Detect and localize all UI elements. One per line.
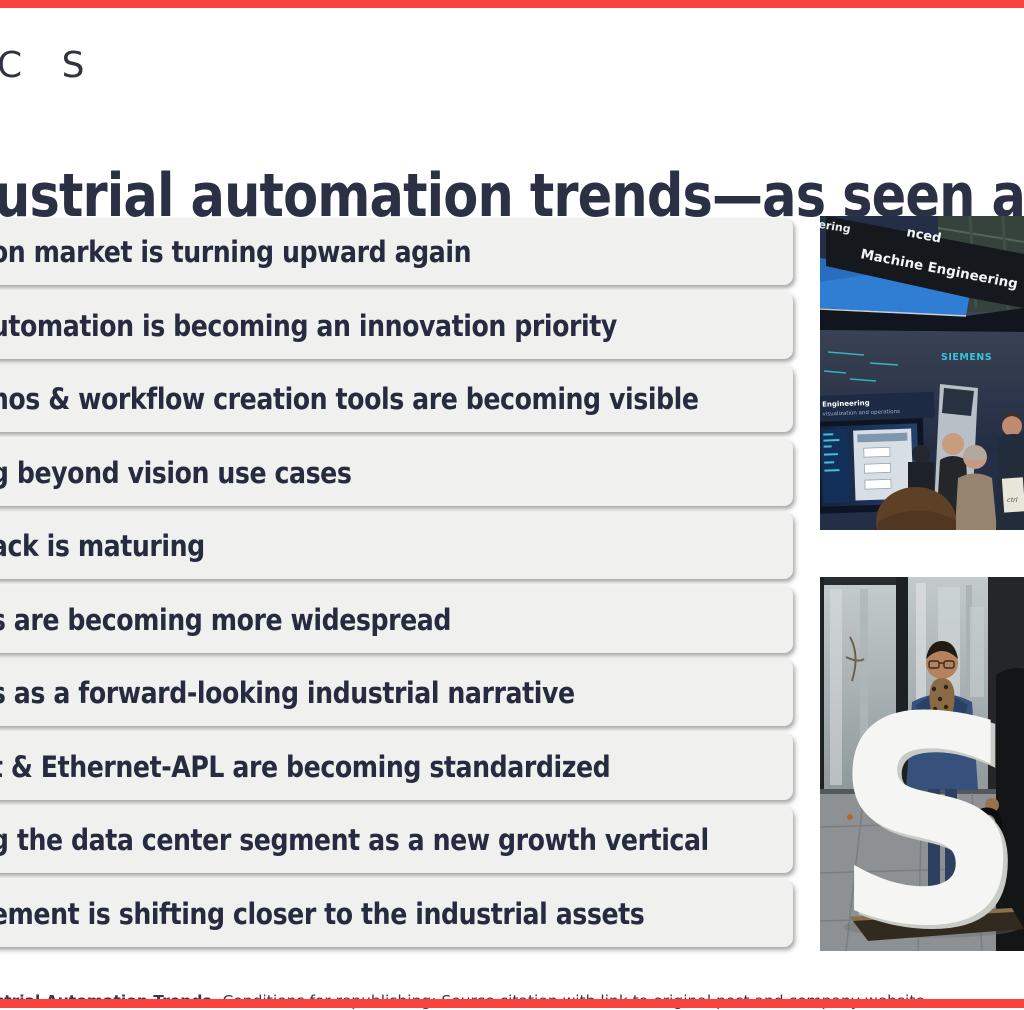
bottom-accent-bar [0, 999, 1024, 1008]
pavement [820, 789, 1024, 951]
trend-item-text: t & Ethernet-APL are becoming standardiz… [0, 749, 611, 784]
trend-item-4: g beyond vision use cases [0, 439, 793, 506]
tote-bag-text: ctrl [1007, 496, 1018, 504]
booth-photo-illustration: nced Machine Engineering ering SIEMENS E… [820, 216, 1024, 530]
headphones [971, 807, 1003, 839]
booth-monitor-subtitle: visualization and operations [822, 409, 900, 418]
trend-item-5: ack is maturing [0, 512, 793, 579]
demo-monitor: Engineering visualization and operations [820, 391, 935, 514]
booth-corner-sign: ering [820, 218, 852, 236]
trend-item-9: g the data center segment as a new growt… [0, 806, 793, 873]
trend-item-text: utomation is becoming an innovation prio… [0, 308, 617, 343]
trend-item-1: on market is turning upward again [0, 218, 793, 285]
top-accent-bar [0, 0, 1024, 8]
trend-item-text: g the data center segment as a new growt… [0, 822, 709, 857]
trend-item-7: s as a forward-looking industrial narrat… [0, 659, 793, 726]
letter-s-photo: S S [820, 577, 1024, 951]
trend-item-2: utomation is becoming an innovation prio… [0, 292, 793, 359]
soffit-rim [820, 308, 967, 317]
letter-s-photo-illustration: S S [820, 577, 1024, 951]
trend-item-6: s are becoming more widespread [0, 586, 793, 653]
booth-sign-line1: nced [905, 225, 942, 246]
trend-item-text: nos & workflow creation tools are becomi… [0, 381, 699, 416]
siemens-wall-logo: SIEMENS [941, 352, 992, 363]
letter-s-shape: S [834, 657, 1023, 951]
booth-photo: nced Machine Engineering ering SIEMENS E… [820, 216, 1024, 530]
letter-s-shadow: S [838, 661, 1024, 951]
partial-person-right [971, 667, 1024, 951]
trend-item-text: s are becoming more widespread [0, 602, 452, 637]
trend-item-8: t & Ethernet-APL are becoming standardiz… [0, 733, 793, 800]
trend-item-text: s as a forward-looking industrial narrat… [0, 675, 575, 710]
logo-text-fragment: C S [0, 45, 99, 86]
base-board [850, 908, 1024, 941]
trend-item-text: ement is shifting closer to the industri… [0, 896, 645, 931]
lower-soffit [820, 308, 1024, 332]
giant-letter-s: S S [834, 657, 1024, 951]
booth-visitors: ctrl [876, 413, 1024, 530]
man-in-suit [906, 641, 978, 915]
wall-light-streaks [823, 351, 899, 382]
trend-item-text: on market is turning upward again [0, 234, 472, 269]
booth-monitor-title: Engineering [822, 399, 870, 409]
trend-item-3: nos & workflow creation tools are becomi… [0, 365, 793, 432]
trend-item-text: ack is maturing [0, 528, 205, 563]
trend-item-text: g beyond vision use cases [0, 455, 352, 490]
trend-item-10: ement is shifting closer to the industri… [0, 880, 793, 947]
